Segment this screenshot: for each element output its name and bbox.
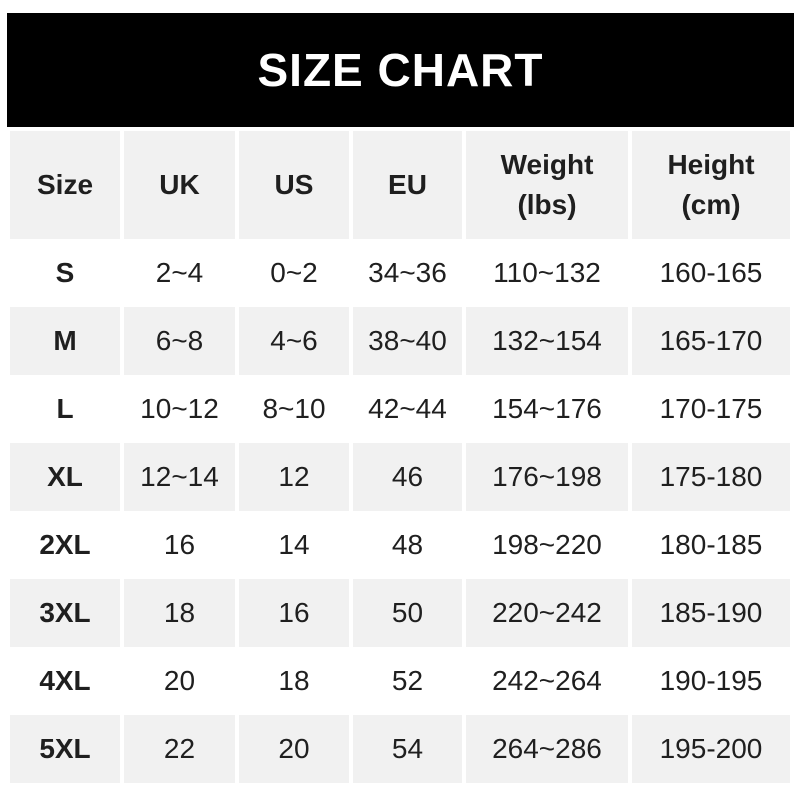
cell-us: 20 xyxy=(239,715,349,783)
table-header-row: Size UK US EU Weight (lbs) Height (cm) xyxy=(10,131,790,239)
column-header-weight: Weight (lbs) xyxy=(466,131,628,239)
cell-uk: 22 xyxy=(124,715,235,783)
cell-height: 185-190 xyxy=(632,579,790,647)
cell-uk: 10~12 xyxy=(140,393,219,425)
table-row-4xl: 4XL 20 18 52 242~264 190-195 xyxy=(10,647,790,715)
table-row-3xl: 3XL 18 16 50 220~242 185-190 xyxy=(10,579,790,647)
table-row-2xl: 2XL 16 14 48 198~220 180-185 xyxy=(10,511,790,579)
cell-size: S xyxy=(55,257,75,289)
cell-size: 4XL xyxy=(39,665,91,697)
table-row-s: S 2~4 0~2 34~36 110~132 160-165 xyxy=(10,239,790,307)
table-row-5xl: 5XL 22 20 54 264~286 195-200 xyxy=(10,715,790,783)
cell-size: 3XL xyxy=(10,579,120,647)
chart-title: SIZE CHART xyxy=(257,44,544,96)
cell-us: 18 xyxy=(278,665,310,697)
cell-eu: 46 xyxy=(353,443,462,511)
cell-size: L xyxy=(56,393,74,425)
column-header-uk: UK xyxy=(124,131,235,239)
cell-height: 175-180 xyxy=(632,443,790,511)
size-chart-banner: SIZE CHART xyxy=(7,13,794,127)
cell-weight: 220~242 xyxy=(466,579,628,647)
cell-weight: 132~154 xyxy=(466,307,628,375)
cell-weight: 264~286 xyxy=(466,715,628,783)
cell-eu: 34~36 xyxy=(368,257,447,289)
cell-size: M xyxy=(10,307,120,375)
column-header-label: Size xyxy=(36,169,94,200)
cell-uk: 20 xyxy=(163,665,196,697)
column-header-unit: (lbs) xyxy=(517,189,577,220)
table-row-l: L 10~12 8~10 42~44 154~176 170-175 xyxy=(10,375,790,443)
cell-eu: 42~44 xyxy=(368,393,447,425)
cell-us: 8~10 xyxy=(262,393,326,425)
cell-size: 5XL xyxy=(10,715,120,783)
cell-weight: 154~176 xyxy=(492,393,602,425)
column-header-unit: (cm) xyxy=(681,189,741,220)
column-header-height: Height (cm) xyxy=(632,131,790,239)
size-chart-table: Size UK US EU Weight (lbs) Height (cm) S… xyxy=(10,131,790,783)
column-header-label: Height xyxy=(667,149,755,180)
cell-weight: 176~198 xyxy=(466,443,628,511)
cell-weight: 242~264 xyxy=(492,665,602,697)
column-header-eu: EU xyxy=(353,131,462,239)
cell-eu: 52 xyxy=(391,665,424,697)
cell-uk: 2~4 xyxy=(155,257,204,289)
cell-us: 16 xyxy=(239,579,349,647)
cell-size: 2XL xyxy=(39,529,91,561)
cell-uk: 16 xyxy=(163,529,196,561)
cell-height: 190-195 xyxy=(659,665,763,697)
cell-us: 12 xyxy=(239,443,349,511)
cell-height: 170-175 xyxy=(659,393,763,425)
cell-height: 165-170 xyxy=(632,307,790,375)
column-header-label: UK xyxy=(159,169,200,200)
cell-uk: 18 xyxy=(124,579,235,647)
cell-size: XL xyxy=(10,443,120,511)
cell-eu: 50 xyxy=(353,579,462,647)
cell-height: 195-200 xyxy=(632,715,790,783)
cell-us: 4~6 xyxy=(239,307,349,375)
column-header-label: US xyxy=(274,169,314,200)
cell-us: 0~2 xyxy=(270,257,318,289)
cell-eu: 48 xyxy=(391,529,424,561)
cell-height: 180-185 xyxy=(659,529,763,561)
column-header-label: EU xyxy=(388,169,427,200)
column-header-us: US xyxy=(239,131,349,239)
column-header-label: Weight xyxy=(500,149,594,180)
table-row-xl: XL 12~14 12 46 176~198 175-180 xyxy=(10,443,790,511)
cell-eu: 54 xyxy=(353,715,462,783)
cell-height: 160-165 xyxy=(659,257,763,289)
cell-uk: 12~14 xyxy=(124,443,235,511)
column-header-size: Size xyxy=(10,131,120,239)
cell-us: 14 xyxy=(278,529,310,561)
cell-eu: 38~40 xyxy=(353,307,462,375)
cell-weight: 198~220 xyxy=(492,529,602,561)
table-row-m: M 6~8 4~6 38~40 132~154 165-170 xyxy=(10,307,790,375)
cell-weight: 110~132 xyxy=(493,257,601,289)
cell-uk: 6~8 xyxy=(124,307,235,375)
